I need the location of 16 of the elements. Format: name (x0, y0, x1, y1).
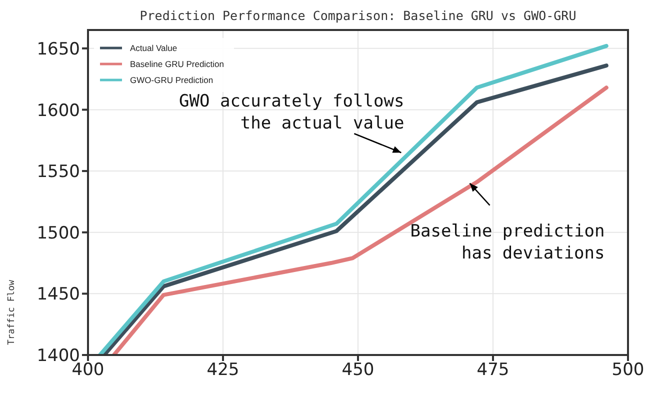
legend-label: GWO-GRU Prediction (130, 75, 214, 85)
legend-label: Baseline GRU Prediction (130, 59, 224, 69)
y-tick-label: 1650 (36, 39, 80, 60)
y-tick-label: 1550 (36, 162, 80, 182)
x-tick-label: 450 (342, 360, 374, 380)
x-tick-label: 425 (206, 360, 240, 380)
annotation: Baseline prediction has deviations (410, 221, 605, 264)
legend-label: Actual Value (130, 43, 178, 53)
y-tick-label: 1500 (36, 223, 80, 244)
x-tick-label: 500 (612, 360, 644, 380)
y-axis-title: Traffic Flow (7, 279, 17, 346)
y-tick-label: 1450 (36, 284, 80, 305)
x-tick-label: 475 (476, 360, 510, 380)
chart-title: Prediction Performance Comparison: Baseline GRU vs GWO-GRU (140, 8, 576, 23)
annotation: GWO accurately follows the actual value (179, 92, 404, 134)
y-tick-label: 1600 (36, 100, 80, 121)
